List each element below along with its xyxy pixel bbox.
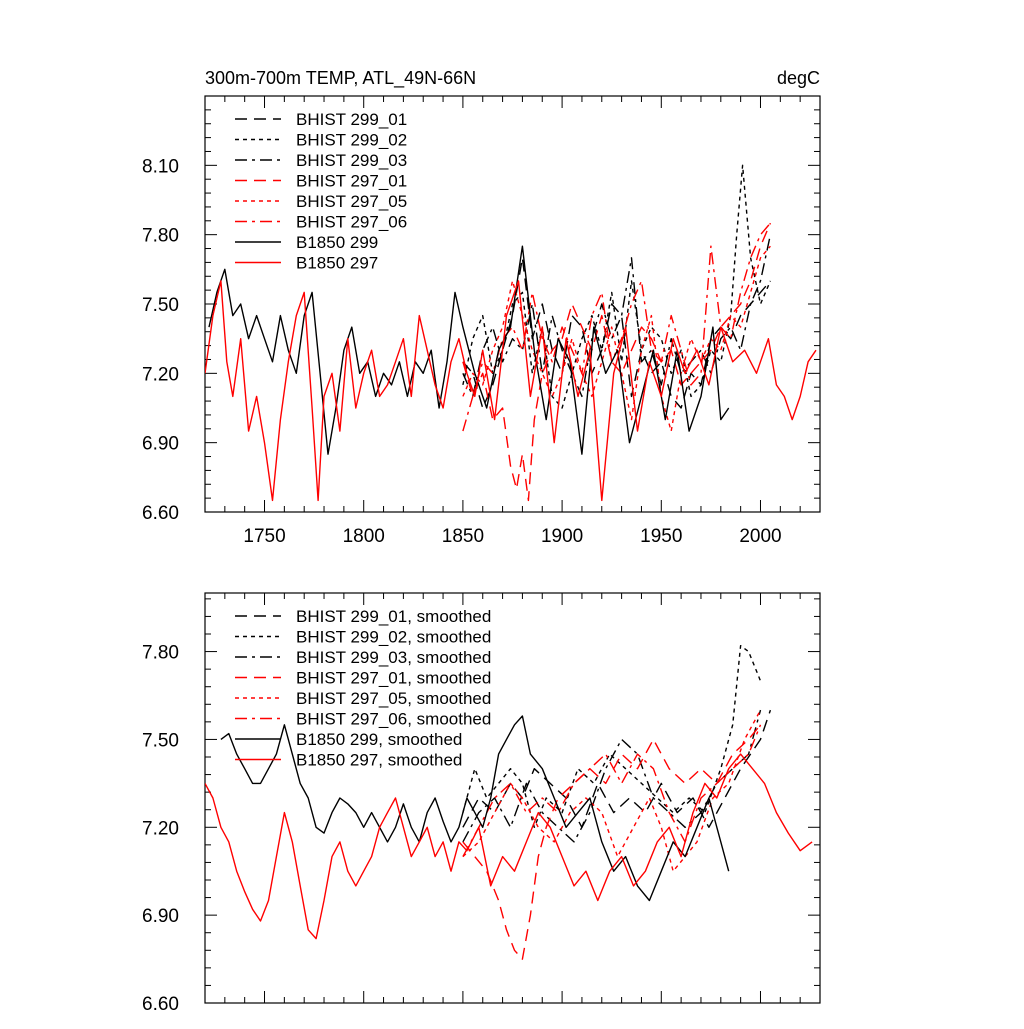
- legend-label-bhist-297-06: BHIST 297_06: [296, 213, 407, 232]
- y-tick-label: 7.80: [142, 643, 179, 664]
- legend-label-bhist-299-01-smoothed: BHIST 299_01, smoothed: [296, 607, 491, 626]
- x-tick-label: 1800: [343, 526, 385, 547]
- legend-label-b1850-297-smoothed: B1850 297, smoothed: [296, 751, 462, 770]
- y-tick-label: 6.90: [142, 434, 179, 455]
- y-tick-label: 7.20: [142, 364, 179, 385]
- panel-bottom: 6.60 6.90 7.20 7.50 7.80 BHIST 299_01, smooth…: [142, 592, 821, 1015]
- x-tick-label: 1750: [243, 526, 285, 547]
- y-tick-label: 6.60: [142, 994, 179, 1015]
- series-line-bhist-297-06: [462, 222, 771, 432]
- series-group: [205, 164, 817, 502]
- y-tick-label: 7.80: [142, 226, 179, 247]
- x-tick-label: 1900: [541, 526, 583, 547]
- legend-label-bhist-297-01: BHIST 297_01: [296, 172, 407, 191]
- series-line-bhist-297-01-smoothed: [462, 724, 762, 960]
- y-tick-label: 6.90: [142, 906, 179, 927]
- chart-title: 300m-700m TEMP, ATL_49N-66N: [205, 68, 476, 89]
- legend-label-b1850-299: B1850 299: [296, 233, 378, 252]
- x-tick-label: 1850: [442, 526, 484, 547]
- series-line-bhist-299-03: [462, 234, 772, 398]
- series-line-bhist-299-03-smoothed: [462, 709, 762, 843]
- series-line-bhist-299-01-smoothed: [462, 709, 772, 828]
- plot-frame: [204, 592, 821, 1004]
- chart-units: degC: [777, 68, 820, 88]
- series-line-bhist-299-02: [462, 164, 772, 409]
- series-group: [205, 645, 813, 960]
- legend-label-bhist-299-01: BHIST 299_01: [296, 110, 407, 129]
- legend-label-bhist-297-05-smoothed: BHIST 297_05, smoothed: [296, 689, 491, 708]
- legend-label-bhist-299-03-smoothed: BHIST 299_03, smoothed: [296, 648, 491, 667]
- series-line-b1850-297-smoothed: [205, 753, 813, 940]
- legend-label-b1850-299-smoothed: B1850 299, smoothed: [296, 730, 462, 749]
- legend-label-bhist-297-01-smoothed: BHIST 297_01, smoothed: [296, 669, 491, 688]
- y-tick-label: 7.20: [142, 818, 179, 839]
- series-line-b1850-299: [208, 245, 730, 455]
- panel-top: 1750 1800 1850 1900 1950 2000 6.60 6.90 7.20 7.50…: [142, 95, 821, 547]
- legend-label-bhist-297-06-smoothed: BHIST 297_06, smoothed: [296, 710, 491, 729]
- series-line-bhist-297-05-smoothed: [462, 709, 762, 872]
- series-line-b1850-299-smoothed: [220, 715, 730, 902]
- series-line-bhist-297-06-smoothed: [462, 724, 762, 857]
- y-tick-label: 6.60: [142, 503, 179, 524]
- series-line-bhist-297-01: [462, 222, 772, 502]
- x-tick-label: 2000: [739, 526, 781, 547]
- series-line-bhist-299-01: [462, 257, 771, 409]
- series-line-bhist-297-05: [462, 245, 771, 432]
- x-tick-label: 1950: [640, 526, 682, 547]
- legend-label-b1850-297: B1850 297: [296, 254, 378, 273]
- legend-label-bhist-299-02-smoothed: BHIST 299_02, smoothed: [296, 628, 491, 647]
- legend-label-bhist-299-03: BHIST 299_03: [296, 151, 407, 170]
- y-tick-label: 7.50: [142, 730, 179, 751]
- legend-label-bhist-299-02: BHIST 299_02: [296, 131, 407, 150]
- y-tick-label: 8.10: [142, 156, 179, 177]
- y-tick-label: 7.50: [142, 295, 179, 316]
- legend-label-bhist-297-05: BHIST 297_05: [296, 192, 407, 211]
- series-line-b1850-297: [205, 280, 817, 502]
